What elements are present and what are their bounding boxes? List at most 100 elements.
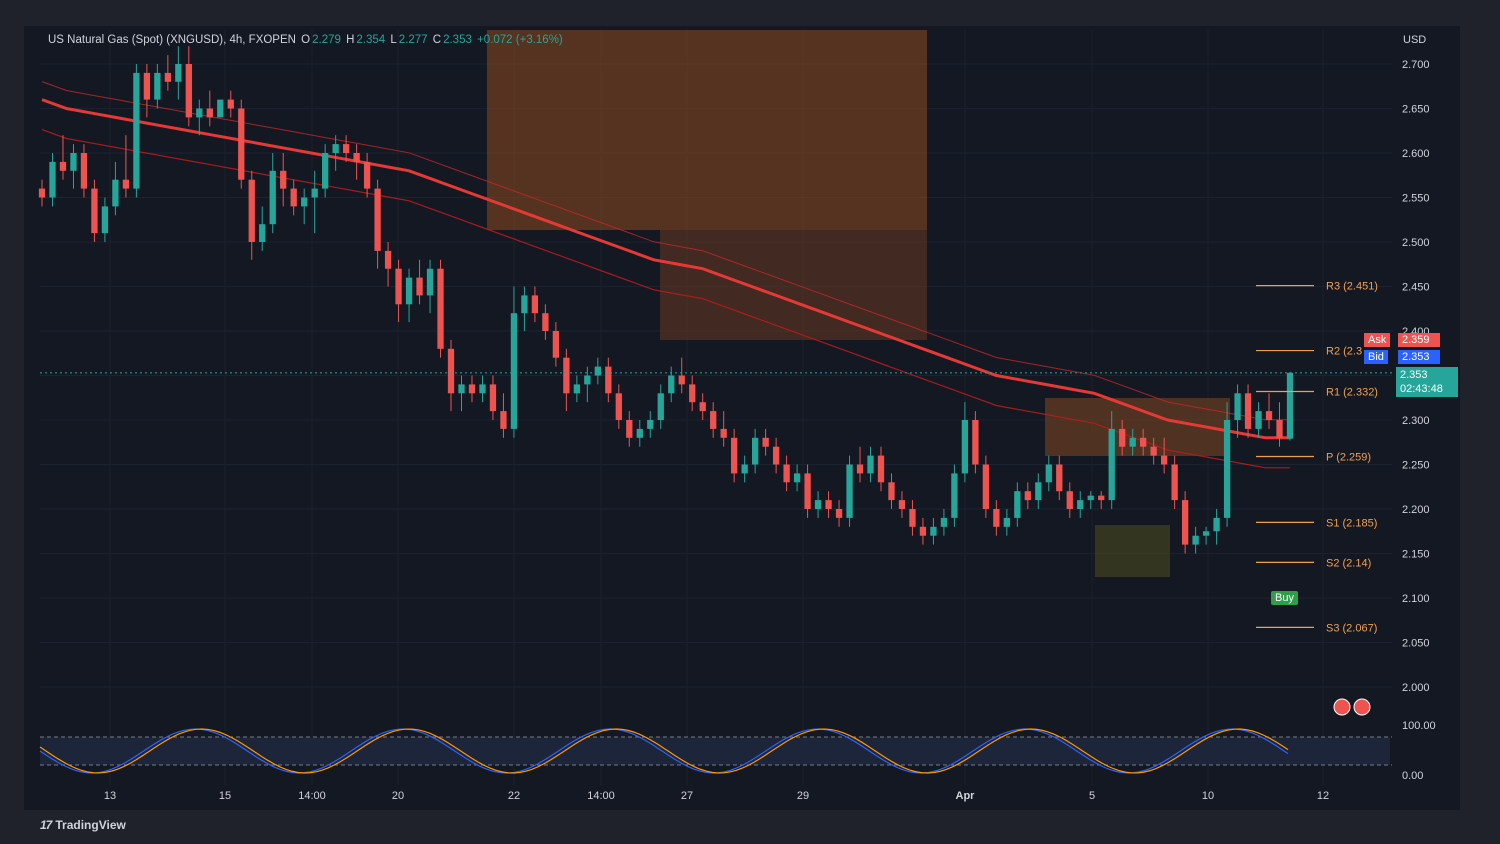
x-tick-label: 12 (1317, 790, 1329, 802)
candle-body (615, 393, 622, 420)
candle-body (919, 526, 927, 536)
candle-body (374, 188, 381, 251)
candle-body (720, 428, 727, 438)
candle-body (1150, 446, 1157, 456)
candle-body (1286, 372, 1294, 439)
stoch-tick-label: 0.00 (1402, 770, 1423, 782)
candle-body (1255, 411, 1262, 429)
x-tick-label: 5 (1089, 790, 1095, 802)
candle-body (563, 357, 570, 394)
low-value: 2.277 (398, 34, 428, 46)
cloud-band (660, 230, 927, 340)
candle-body (888, 482, 895, 501)
x-tick-label: 14:00 (298, 790, 326, 802)
candle-body (1276, 420, 1283, 438)
candle-body (1056, 464, 1063, 492)
candle-body (846, 464, 853, 518)
candle-body (426, 268, 434, 296)
pivot-label: R1 (2.332) (1326, 387, 1378, 399)
y-tick-label: 2.300 (1402, 415, 1430, 427)
stoch-d-line (39, 728, 1289, 774)
candle-body (437, 268, 444, 349)
y-tick-label: 2.000 (1402, 682, 1430, 694)
x-tick-label: 15 (219, 790, 231, 802)
candle-body (867, 455, 874, 474)
x-tick-label: 29 (797, 790, 809, 802)
last-price-badge: 2.353 02:43:48 (1396, 367, 1458, 397)
ask-value: 2.359 (1398, 333, 1440, 347)
candle-body (143, 72, 151, 100)
open-value: 2.279 (312, 34, 341, 46)
candle-body (678, 375, 685, 385)
candle-body (227, 99, 234, 109)
candle-body (1003, 517, 1010, 527)
candle-body (122, 179, 130, 189)
close-value: 2.353 (443, 34, 472, 46)
candle-body (647, 420, 654, 429)
candle-body (290, 188, 297, 207)
candle-body (1098, 495, 1105, 501)
candle-body (909, 509, 916, 527)
candle-body (259, 224, 266, 242)
candle-body (301, 197, 308, 207)
tradingview-logo[interactable]: 17 TradingView (40, 818, 126, 832)
y-tick-label: 2.650 (1402, 104, 1430, 116)
candle-body (91, 188, 98, 234)
candle-body (783, 464, 790, 483)
open-label: O (301, 34, 311, 46)
high-label: H (346, 34, 355, 46)
candle-body (898, 500, 906, 509)
buy-signal[interactable]: Buy (1271, 591, 1298, 605)
x-tick-label: 20 (392, 790, 404, 802)
y-tick-label: 2.450 (1402, 282, 1430, 294)
y-tick-label: 2.500 (1402, 237, 1430, 249)
candle-body (510, 313, 518, 429)
candle-body (1129, 437, 1136, 447)
candle-body (342, 144, 350, 153)
candle-body (1024, 491, 1031, 501)
candle-body (689, 384, 696, 403)
candle-body (804, 473, 811, 509)
y-tick-label: 2.600 (1402, 148, 1430, 160)
candle-body (1119, 428, 1126, 447)
tv-icon: 17 (40, 818, 52, 832)
candle-body (930, 526, 937, 536)
us-flag-icon (1353, 698, 1371, 716)
cloud-band (1095, 525, 1170, 577)
candle-body (1161, 455, 1168, 465)
low-label: L (390, 34, 397, 46)
pivot-label: S3 (2.067) (1326, 622, 1377, 634)
pivot-label: R3 (2.451) (1326, 281, 1378, 293)
candle-body (206, 108, 213, 118)
y-tick-label: 2.050 (1402, 638, 1430, 650)
ema-lower-line (41, 129, 1290, 469)
y-tick-label: 2.550 (1402, 193, 1430, 205)
candle-body (825, 500, 832, 509)
candle-body (332, 144, 339, 153)
candle-body (605, 366, 612, 394)
candle-body (101, 206, 109, 234)
candle-body (626, 420, 633, 438)
candle-body (133, 72, 140, 189)
candle-body (1045, 464, 1052, 483)
candle-body (353, 153, 360, 162)
candle-body (573, 384, 581, 394)
x-tick-label: 27 (681, 790, 693, 802)
candle-body (500, 411, 507, 429)
candle-body (982, 464, 990, 509)
change-value: +0.072 (+3.16%) (477, 34, 563, 46)
symbol-name: US Natural Gas (Spot) (XNGUSD), 4h, FXOP… (48, 34, 296, 46)
candle-body (196, 108, 203, 118)
candle-body (1265, 411, 1273, 420)
ema-main-line (41, 98, 1290, 440)
candle-body (479, 384, 486, 394)
candle-body (814, 500, 822, 509)
candle-body (59, 161, 67, 171)
candle-body (1108, 428, 1115, 501)
candle-body (1223, 420, 1231, 518)
bid-value: 2.353 (1398, 350, 1440, 364)
candle-body (741, 464, 748, 474)
candle-body (1066, 491, 1073, 509)
candle-body (238, 108, 245, 180)
